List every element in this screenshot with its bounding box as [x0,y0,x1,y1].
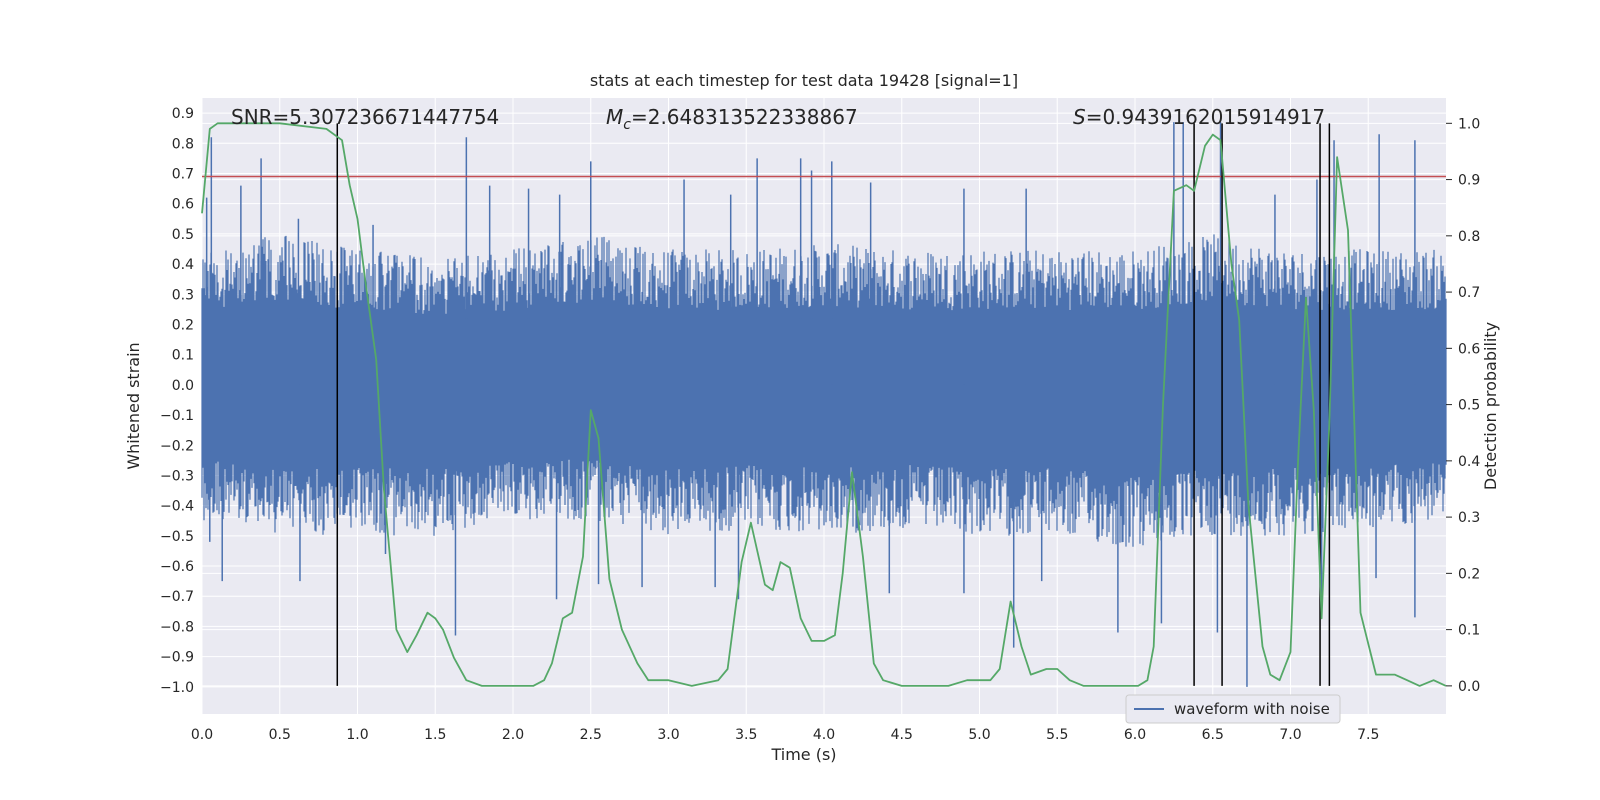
y-tick-label-right: 0.4 [1458,454,1480,470]
y-tick-label-right: 0.5 [1458,398,1480,414]
probability-series [201,122,1447,687]
y-tick-label-left: −0.8 [160,619,194,635]
y-tick-label-left: 0.3 [172,287,194,303]
y-tick-label-right: 0.1 [1458,623,1480,639]
x-tick-label: 6.0 [1124,727,1146,743]
legend: waveform with noise [1125,694,1341,724]
y-tick-label-right: 0.8 [1458,229,1480,245]
waveform-core [202,318,1446,452]
ticks: 0.0 0.5 1.0 1.5 2.0 2.5 3.0 3.5 4.0 4.5 5.0 5.5 6.0 6… [160,106,1480,743]
y-tick-label-left: −0.9 [160,650,194,666]
x-axis-label: Time (s) [770,745,836,764]
y-tick-label-right: 0.3 [1458,510,1480,526]
x-tick-label: 4.0 [813,727,835,743]
y-tick-label-right: 0.2 [1458,566,1480,582]
y-tick-label-left: −0.3 [160,468,194,484]
y-axis-label-right: Detection probability [1481,322,1500,490]
y-tick-label-left: −0.6 [160,559,194,575]
y-tick-label-right: 0.7 [1458,285,1480,301]
probability-line [201,122,1447,687]
x-tick-label: 1.5 [424,727,446,743]
x-tick-label: 0.5 [269,727,291,743]
x-tick-label: 3.0 [657,727,679,743]
y-tick-label-left: −0.4 [160,499,194,515]
x-tick-label: 2.0 [502,727,524,743]
x-tick-label: 7.0 [1279,727,1301,743]
y-tick-label-left: 0.7 [172,166,194,182]
y-tick-label-left: 0.1 [172,348,194,364]
y-tick-label-right: 0.9 [1458,173,1480,189]
y-tick-label-left: 0.9 [172,106,194,122]
legend-label: waveform with noise [1174,700,1330,718]
y-axis-label-left: Whitened strain [124,342,143,469]
y-tick-label-left: 0.5 [172,227,194,243]
x-tick-label: 5.5 [1046,727,1068,743]
x-tick-label: 6.5 [1202,727,1224,743]
y-tick-label-left: −0.2 [160,438,194,454]
x-tick-label: 2.5 [580,727,602,743]
y-tick-label-left: 0.0 [172,378,194,394]
y-tick-label-left: −1.0 [160,680,194,696]
x-tick-label: 3.5 [735,727,757,743]
legend-box [1125,694,1341,724]
y-tick-label-left: 0.6 [172,197,194,213]
y-tick-label-right: 1.0 [1458,116,1480,132]
x-tick-label: 4.5 [891,727,913,743]
x-tick-label: 5.0 [968,727,990,743]
y-tick-label-left: −0.1 [160,408,194,424]
y-tick-label-left: 0.4 [172,257,194,273]
y-tick-label-left: −0.5 [160,529,194,545]
x-tick-label: 7.5 [1357,727,1379,743]
mc-annotation: Mc=2.648313522338867 [606,105,858,133]
x-tick-label: 0.0 [191,727,213,743]
x-tick-label: 1.0 [346,727,368,743]
s-annotation: S=0.9439162015914917 [1073,105,1325,129]
y-tick-label-right: 0.6 [1458,341,1480,357]
vertical-markers [336,123,1331,686]
snr-annotation: SNR=5.307236671447754 [231,105,499,129]
waveform-series [201,122,1447,687]
y-tick-label-left: −0.7 [160,589,194,605]
y-tick-label-right: 0.0 [1458,679,1480,695]
y-tick-label-left: 0.8 [172,136,194,152]
y-tick-label-left: 0.2 [172,317,194,333]
chart-title: stats at each timestep for test data 194… [590,71,1018,90]
